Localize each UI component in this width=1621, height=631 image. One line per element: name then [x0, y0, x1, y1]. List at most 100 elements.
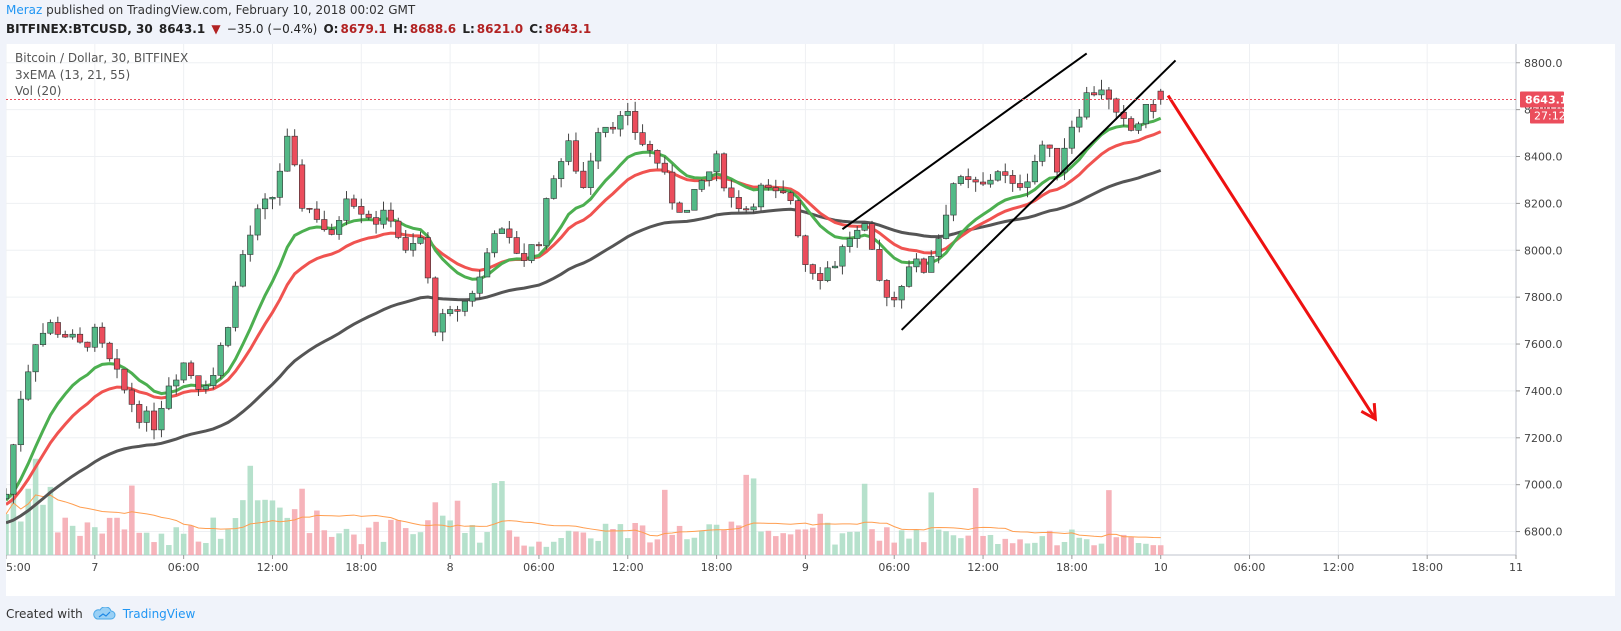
- volume-bar: [935, 529, 942, 555]
- candle-body: [757, 184, 765, 208]
- price-change: −35.0 (−0.4%): [226, 22, 318, 36]
- channel-lower-line: [900, 59, 1177, 331]
- candle-body: [387, 209, 394, 222]
- low-value: 8621.0: [476, 22, 524, 36]
- candle-body: [780, 190, 787, 194]
- candle-body: [1076, 116, 1083, 128]
- volume-bar: [921, 542, 927, 555]
- volume-bar: [491, 483, 498, 555]
- volume-bar: [676, 525, 683, 555]
- candle-body: [365, 213, 372, 218]
- legend-ema[interactable]: 3xEMA (13, 21, 55): [15, 68, 131, 82]
- candle-body: [602, 126, 609, 133]
- candle-body: [269, 197, 276, 200]
- volume-bar: [521, 545, 527, 555]
- candle-body: [513, 237, 520, 254]
- volume-bar: [876, 540, 883, 555]
- volume-bar: [299, 488, 305, 555]
- volume-bar: [247, 465, 254, 555]
- candle-body: [1091, 92, 1098, 96]
- candle-body: [284, 135, 291, 172]
- legend-volume[interactable]: Vol (20): [15, 84, 62, 98]
- candle-body: [854, 229, 861, 239]
- volume-bar: [1128, 537, 1134, 555]
- volume-bar: [980, 535, 986, 555]
- tradingview-link[interactable]: TradingView: [122, 607, 196, 621]
- published-text: published on TradingView.com, February 1…: [46, 3, 416, 17]
- candle-body: [942, 214, 950, 239]
- candle-body: [595, 132, 602, 162]
- volume-bar: [1032, 542, 1038, 555]
- candle-body: [698, 180, 705, 190]
- countdown-tag-text: 27:12: [1534, 110, 1566, 123]
- volume-bar: [365, 527, 372, 555]
- y-tick-label: 8800.0: [1524, 57, 1563, 70]
- author-link[interactable]: Meraz: [6, 3, 43, 17]
- volume-bar: [129, 485, 135, 555]
- candle-body: [165, 385, 172, 409]
- volume-bar: [1135, 543, 1142, 555]
- candle-body: [1046, 144, 1053, 149]
- volume-bar: [1054, 545, 1060, 555]
- candle-body: [1068, 126, 1075, 149]
- candle-body: [802, 235, 809, 265]
- volume-bar: [158, 533, 165, 555]
- x-tick-label: 06:00: [523, 561, 555, 574]
- volume-bar: [565, 530, 572, 555]
- candle-body: [210, 375, 217, 386]
- candle-body: [1039, 144, 1046, 162]
- volume-bar: [639, 525, 646, 555]
- candle-body: [543, 198, 550, 247]
- y-tick-label: 7000.0: [1524, 479, 1563, 492]
- volume-bar: [99, 533, 106, 555]
- volume-bar: [1039, 536, 1046, 555]
- volume-bar: [269, 500, 276, 555]
- chart-area[interactable]: 6800.0 7000.0 7200.0 7400.0 7600.0 7800.0 8000…: [6, 44, 1615, 596]
- candle-body: [935, 238, 942, 257]
- volume-bar: [114, 517, 120, 555]
- volume-bar: [817, 513, 823, 555]
- volume-bar: [476, 542, 483, 555]
- volume-bar: [77, 535, 83, 555]
- candle-body: [572, 140, 580, 172]
- candle-body: [1031, 161, 1038, 183]
- volume-bar: [173, 527, 180, 555]
- price-chart[interactable]: 6800.0 7000.0 7200.0 7400.0 7600.0 7800.0 8000…: [6, 44, 1615, 596]
- volume-bar: [869, 529, 875, 555]
- volume-bar: [1083, 539, 1090, 555]
- volume-bar: [1143, 543, 1149, 555]
- cloud-logo-icon: [93, 607, 116, 620]
- candle-body: [1009, 175, 1016, 184]
- high-value: 8688.6: [409, 22, 457, 36]
- volume-bar: [188, 525, 194, 555]
- candle-body: [417, 237, 424, 244]
- symbol-name[interactable]: BITFINEX:BTCUSD, 30: [6, 22, 153, 36]
- volume-bar: [550, 541, 557, 555]
- volume-bar: [617, 524, 624, 555]
- candle-body: [1083, 92, 1090, 118]
- volume-bar: [832, 544, 838, 555]
- candle-body: [1105, 89, 1112, 100]
- volume-bar: [965, 535, 972, 555]
- volume-bar: [1098, 543, 1105, 555]
- candle-body: [380, 209, 387, 225]
- volume-bar: [47, 486, 54, 555]
- volume-bar: [913, 529, 920, 555]
- candle-body: [965, 176, 972, 180]
- candle-body: [713, 153, 720, 173]
- candle-body: [691, 189, 698, 211]
- candle-body: [439, 313, 446, 333]
- candle-body: [6, 493, 10, 500]
- candle-body: [565, 140, 572, 162]
- volume-bar: [632, 523, 638, 555]
- candle-body: [646, 144, 654, 151]
- volume-bar: [284, 517, 291, 555]
- volume-bar: [787, 534, 794, 555]
- candle-body: [47, 322, 54, 334]
- candle-body: [39, 332, 47, 345]
- candle-body: [358, 206, 365, 215]
- volume-bar: [314, 510, 320, 555]
- volume-bar: [1002, 538, 1009, 555]
- volume-bar: [217, 538, 224, 555]
- candle-body: [247, 234, 254, 255]
